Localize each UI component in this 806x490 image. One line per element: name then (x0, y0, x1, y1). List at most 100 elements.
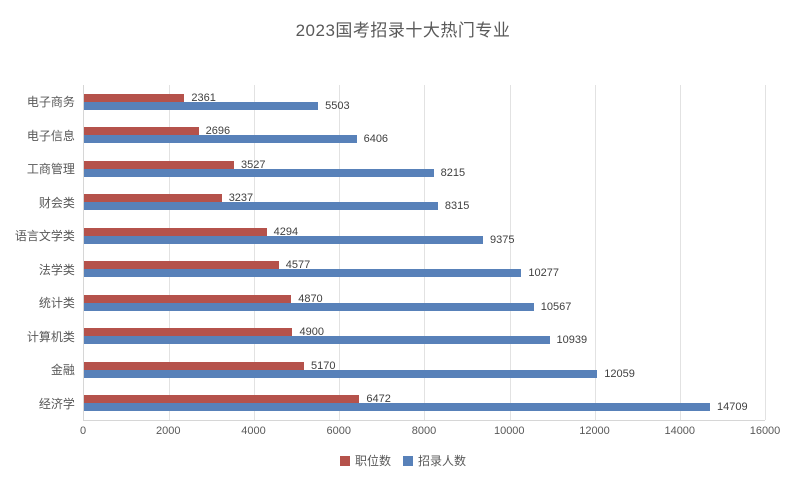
bar-line: 5170 (83, 359, 765, 372)
legend-swatch (339, 455, 350, 466)
category-axis: 电子商务 电子信息 工商管理 财会类 语言文学类 法学类 统计类 计算机类 金融 经济学 (0, 85, 83, 420)
value-label: 8215 (440, 166, 466, 179)
value-label: 10567 (540, 300, 572, 313)
chart-row: 4900 10939 (83, 320, 765, 354)
bar-职位数 (83, 395, 360, 404)
bar-line: 3527 (83, 158, 765, 171)
category-label: 经济学 (38, 396, 75, 411)
legend-item-招录人数: 招录人数 (403, 452, 466, 469)
legend: 职位数 招录人数 (0, 452, 806, 469)
category-label: 法学类 (38, 262, 75, 277)
bar-line: 8215 (83, 166, 765, 179)
value-label: 5503 (325, 99, 350, 112)
chart-row: 2361 5503 (83, 85, 765, 119)
category-label: 金融 (50, 363, 75, 378)
x-tick-label: 14000 (664, 425, 696, 437)
bar-职位数 (83, 194, 222, 203)
bar-line: 3237 (83, 192, 765, 205)
value-label: 9375 (489, 233, 515, 246)
bar-招录人数 (83, 168, 434, 177)
gridline-6000 (339, 85, 341, 420)
bar-招录人数 (83, 269, 522, 278)
gridline-12000 (594, 85, 596, 420)
plot-area: 2361 5503 2696 6406 3527 8215 3237 8315 4294 9375… (82, 85, 766, 421)
legend-swatch (403, 455, 413, 466)
value-label: 3237 (228, 192, 254, 205)
chart-row: 2696 6406 (83, 119, 765, 153)
chart-row: 6472 14709 (83, 387, 765, 421)
value-label: 4577 (285, 259, 311, 272)
value-label: 8315 (444, 200, 470, 213)
value-label: 14709 (717, 401, 748, 414)
gridline-14000 (679, 85, 681, 420)
bar-招录人数 (83, 101, 319, 110)
bar-招录人数 (83, 135, 357, 144)
bar-招录人数 (83, 403, 711, 412)
bar-line: 6406 (83, 133, 765, 146)
bar-line: 6472 (83, 393, 765, 406)
value-label: 10939 (556, 334, 588, 347)
x-tick-label: 4000 (241, 425, 266, 437)
category-label: 电子商务 (26, 95, 75, 110)
x-tick-label: 10000 (493, 425, 525, 437)
category-label: 电子信息 (26, 128, 75, 143)
bar-line: 2696 (83, 125, 765, 138)
x-tick-label: 12000 (579, 425, 610, 437)
legend-label: 职位数 (354, 454, 391, 468)
bar-职位数 (83, 261, 279, 270)
gridline-4000 (254, 85, 256, 420)
x-axis: 0 2000 4000 6000 8000 10000 12000 14000 16000 (79, 425, 780, 439)
bar-line: 14709 (83, 401, 765, 414)
chart-row: 3237 8315 (83, 186, 765, 220)
gridline-2000 (169, 85, 171, 420)
bar-招录人数 (83, 302, 534, 311)
value-label: 4870 (298, 292, 323, 305)
bar-line: 4577 (83, 259, 765, 272)
bar-招录人数 (83, 235, 483, 244)
bar-招录人数 (83, 202, 438, 211)
value-label: 12059 (604, 367, 635, 380)
bar-line: 9375 (83, 233, 765, 246)
chart-row: 4577 10277 (83, 253, 765, 287)
legend-label: 招录人数 (418, 454, 467, 468)
value-label: 10277 (528, 267, 559, 280)
gridline-10000 (509, 85, 511, 420)
bar-职位数 (83, 328, 293, 337)
chart-row: 3527 8215 (83, 152, 765, 186)
x-tick-label: 2000 (156, 425, 181, 437)
gridline-8000 (424, 85, 426, 420)
category-label: 财会类 (38, 195, 75, 210)
chart-body: 电子商务 电子信息 工商管理 财会类 语言文学类 法学类 统计类 计算机类 金融 经济学 2361… (0, 85, 766, 421)
value-label: 5170 (310, 359, 336, 372)
bar-line: 10277 (83, 267, 765, 280)
bar-line: 5503 (83, 99, 765, 112)
value-label: 4294 (273, 225, 299, 238)
bar-职位数 (83, 93, 185, 102)
category-label: 统计类 (38, 296, 75, 311)
bar-职位数 (83, 294, 292, 303)
bar-line: 2361 (83, 91, 765, 104)
category-label: 语言文学类 (14, 229, 75, 244)
value-label: 2361 (191, 91, 216, 104)
x-tick-label: 0 (79, 425, 87, 437)
bar-职位数 (83, 227, 267, 236)
bar-职位数 (83, 361, 304, 370)
chart-title: 2023国考招录十大热门专业 (295, 21, 511, 40)
bar-line: 4870 (83, 292, 765, 305)
bar-line: 4294 (83, 225, 765, 238)
category-label: 工商管理 (26, 162, 75, 177)
bar-line: 10567 (83, 300, 765, 313)
bar-line: 8315 (83, 200, 765, 213)
legend-item-职位数: 职位数 (339, 452, 391, 469)
bar-line: 12059 (83, 367, 765, 380)
value-label: 2696 (205, 125, 231, 138)
x-tick-label: 6000 (326, 425, 351, 437)
value-label: 6472 (366, 393, 391, 406)
chart-row: 5170 12059 (83, 353, 765, 387)
bar-职位数 (83, 127, 199, 136)
value-label: 6406 (363, 133, 389, 146)
x-tick-label: 16000 (749, 425, 781, 437)
value-label: 3527 (241, 158, 266, 171)
value-label: 4900 (299, 326, 324, 339)
